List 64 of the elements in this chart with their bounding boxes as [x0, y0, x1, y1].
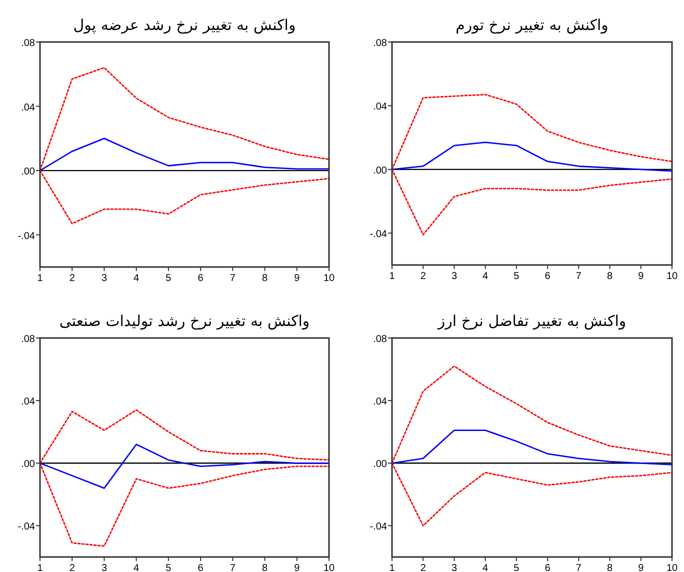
x-tick-label: 6: [198, 273, 204, 284]
x-tick-label: 9: [638, 271, 644, 282]
chart-title: واکنش به تغییر نرخ رشد عرضه پول: [73, 16, 296, 34]
x-tick-label: 2: [69, 563, 76, 572]
y-tick-label: .08: [21, 38, 36, 49]
x-tick-label: 5: [514, 563, 520, 572]
x-tick-label: 5: [514, 271, 520, 282]
x-tick-label: 1: [37, 563, 44, 572]
x-tick-label: 7: [576, 563, 582, 572]
x-tick-label: 8: [606, 563, 613, 572]
y-tick-label: -.04: [18, 230, 36, 242]
x-tick-label: 7: [230, 563, 236, 572]
y-tick-label: .04: [21, 396, 36, 408]
line-series: [39, 138, 330, 172]
line-series: [391, 142, 673, 172]
y-tick-label: -.04: [370, 522, 388, 533]
y-tick-label: -.04: [370, 229, 388, 240]
x-tick-label: 7: [230, 273, 236, 284]
x-tick-label: 3: [101, 563, 108, 572]
x-tick-label: 2: [69, 273, 76, 284]
y-tick-label: .00: [373, 459, 388, 470]
x-tick-label: 6: [198, 563, 204, 572]
y-tick-label: .00: [373, 165, 388, 176]
x-tick-label: 5: [166, 273, 172, 284]
x-tick-label: 5: [166, 563, 172, 572]
x-tick-label: 8: [262, 273, 268, 284]
x-tick-label: 9: [294, 273, 300, 284]
chart-title: واکنش به تغییر نرخ تورم: [456, 16, 608, 34]
chart-title: واکنش به تغییر نرخ رشد تولیدات صنعتی: [59, 312, 310, 330]
y-tick-label: .04: [21, 102, 36, 114]
x-tick-label: 1: [389, 271, 396, 282]
y-tick-label: .00: [21, 459, 36, 470]
x-tick-label: 1: [37, 273, 44, 284]
y-tick-label: .08: [21, 334, 36, 345]
x-tick-label: 4: [482, 563, 489, 572]
y-tick-label: .00: [21, 166, 36, 178]
x-tick-label: 8: [262, 563, 268, 572]
x-tick-label: 8: [606, 271, 613, 282]
x-tick-label: 10: [666, 271, 678, 282]
x-tick-label: 10: [323, 273, 335, 284]
x-tick-label: 2: [420, 563, 426, 572]
line-series: [39, 444, 330, 489]
x-tick-label: 3: [451, 271, 458, 282]
x-tick-label: 2: [420, 271, 426, 282]
x-tick-label: 7: [576, 271, 582, 282]
y-tick-label: .08: [373, 38, 388, 49]
x-tick-label: 10: [666, 563, 678, 572]
x-tick-label: 4: [134, 273, 140, 284]
y-tick-label: .08: [373, 334, 388, 345]
x-tick-label: 1: [389, 563, 396, 572]
x-tick-label: 6: [544, 563, 551, 572]
x-tick-label: 6: [544, 271, 551, 282]
chart-title: واکنش به تغییر تفاضل نرخ ارز: [436, 312, 626, 330]
x-tick-label: 3: [451, 563, 458, 572]
x-tick-label: 9: [294, 563, 300, 572]
x-tick-label: 10: [323, 563, 335, 572]
x-tick-label: 3: [101, 273, 108, 284]
x-tick-label: 4: [134, 563, 140, 572]
x-tick-label: 4: [482, 271, 489, 282]
line-series: [391, 430, 673, 466]
y-tick-label: -.04: [18, 522, 36, 533]
x-tick-label: 9: [638, 563, 644, 572]
y-tick-label: .04: [373, 396, 388, 408]
y-tick-label: .04: [373, 102, 388, 113]
